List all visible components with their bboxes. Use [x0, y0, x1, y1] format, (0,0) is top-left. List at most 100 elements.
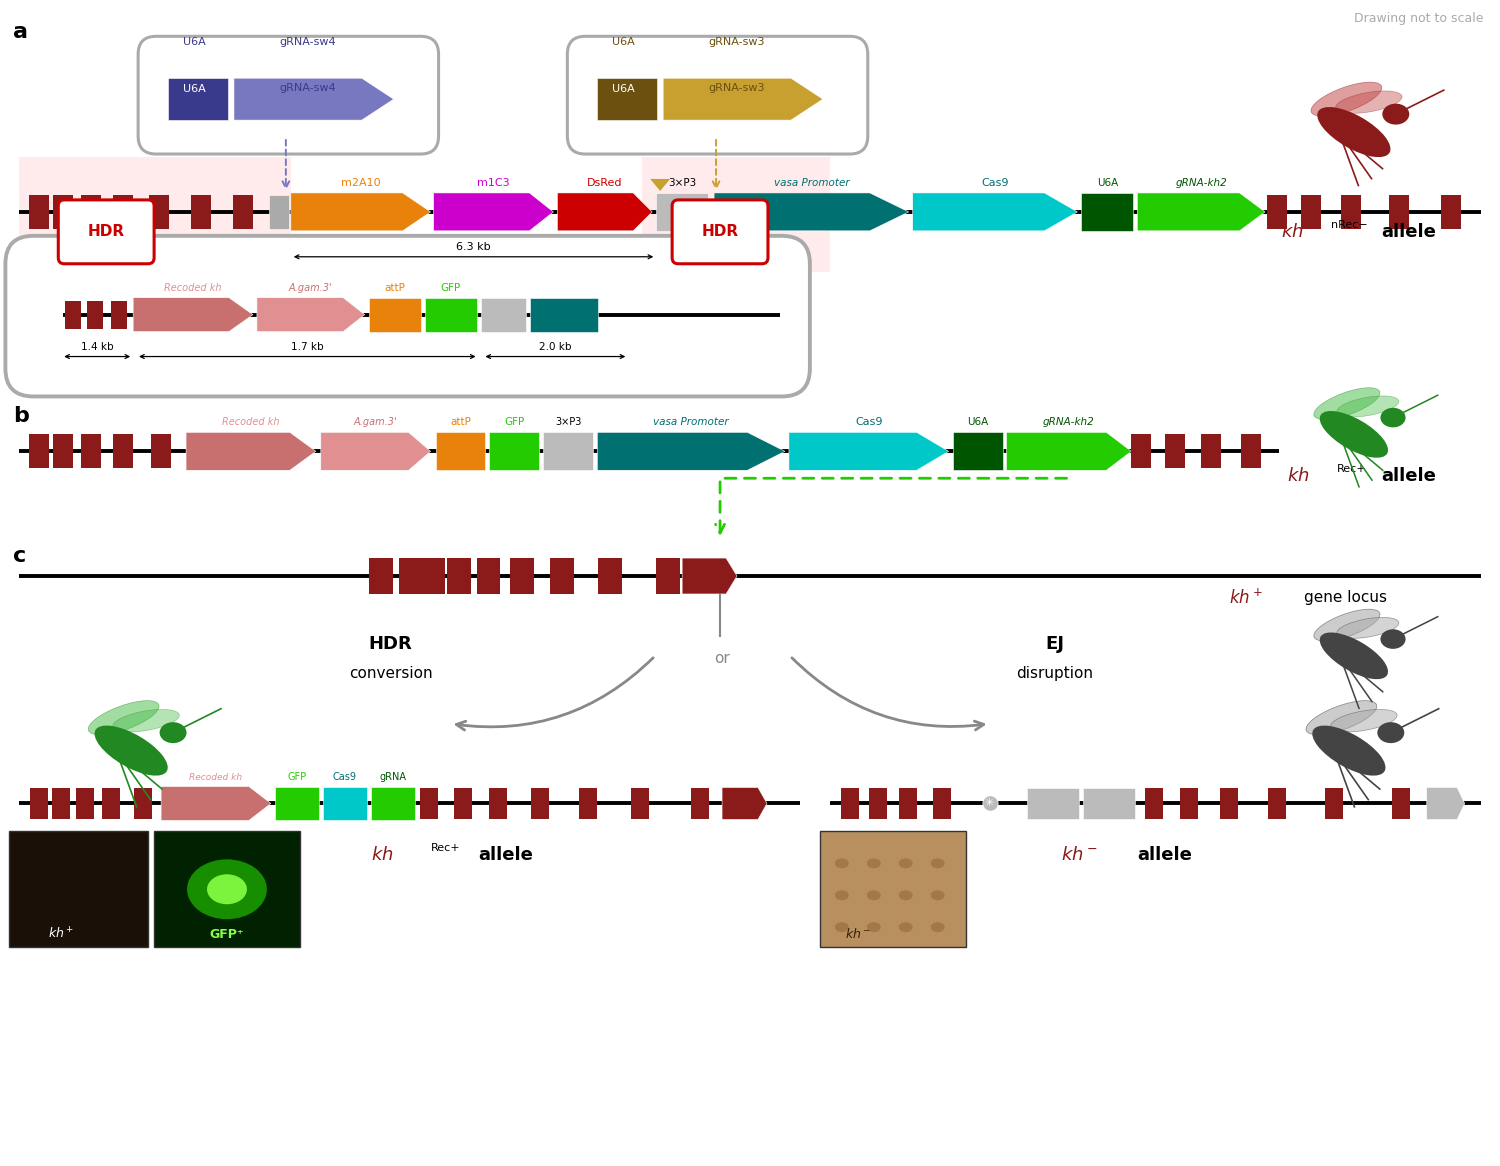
Ellipse shape: [930, 858, 945, 869]
FancyBboxPatch shape: [369, 559, 393, 593]
FancyBboxPatch shape: [1268, 195, 1287, 229]
FancyBboxPatch shape: [1202, 435, 1221, 469]
FancyBboxPatch shape: [1131, 435, 1152, 469]
Text: Recoded kh: Recoded kh: [165, 282, 222, 293]
Text: allele: allele: [478, 847, 534, 864]
Text: A.gam.3': A.gam.3': [290, 282, 333, 293]
FancyBboxPatch shape: [81, 195, 100, 229]
Ellipse shape: [1335, 91, 1402, 113]
FancyBboxPatch shape: [154, 831, 300, 947]
Polygon shape: [789, 433, 948, 470]
FancyBboxPatch shape: [30, 435, 50, 469]
Ellipse shape: [1336, 396, 1400, 417]
Text: Rec+: Rec+: [1336, 464, 1366, 475]
FancyBboxPatch shape: [54, 435, 74, 469]
FancyBboxPatch shape: [6, 236, 810, 396]
Text: 1.7 kb: 1.7 kb: [291, 342, 324, 352]
FancyBboxPatch shape: [111, 301, 128, 329]
FancyBboxPatch shape: [632, 787, 650, 820]
Polygon shape: [160, 787, 272, 821]
Text: GFP: GFP: [441, 282, 460, 293]
Polygon shape: [912, 192, 1077, 231]
Polygon shape: [433, 192, 554, 231]
FancyBboxPatch shape: [232, 195, 254, 229]
Ellipse shape: [1314, 388, 1380, 420]
Text: $kh^-$: $kh^-$: [844, 927, 871, 941]
Polygon shape: [321, 433, 430, 470]
FancyBboxPatch shape: [30, 195, 50, 229]
Text: 1.4 kb: 1.4 kb: [81, 342, 114, 352]
Ellipse shape: [1312, 725, 1386, 775]
FancyBboxPatch shape: [567, 36, 868, 154]
FancyBboxPatch shape: [9, 831, 148, 947]
FancyBboxPatch shape: [369, 297, 420, 331]
Polygon shape: [186, 433, 316, 470]
Text: Drawing not to scale: Drawing not to scale: [1354, 13, 1484, 26]
FancyBboxPatch shape: [1268, 787, 1286, 820]
Ellipse shape: [94, 725, 168, 775]
FancyBboxPatch shape: [952, 433, 1002, 470]
Ellipse shape: [1380, 408, 1406, 428]
FancyBboxPatch shape: [597, 78, 657, 120]
Text: c: c: [13, 546, 27, 566]
Ellipse shape: [898, 922, 912, 932]
Text: 3×P3: 3×P3: [555, 417, 582, 428]
Text: ✳: ✳: [986, 799, 994, 808]
Ellipse shape: [1383, 104, 1410, 125]
Ellipse shape: [867, 922, 880, 932]
Text: allele: allele: [1137, 847, 1192, 864]
Text: $kh^-$: $kh^-$: [1060, 847, 1098, 864]
FancyBboxPatch shape: [30, 787, 48, 820]
FancyBboxPatch shape: [420, 787, 438, 820]
Ellipse shape: [1317, 107, 1390, 157]
Ellipse shape: [1320, 632, 1388, 679]
FancyBboxPatch shape: [1180, 787, 1198, 820]
Ellipse shape: [188, 859, 267, 919]
FancyBboxPatch shape: [66, 301, 81, 329]
FancyBboxPatch shape: [1083, 787, 1136, 820]
Text: U6A: U6A: [612, 84, 634, 94]
FancyBboxPatch shape: [53, 787, 70, 820]
Text: GFP⁺: GFP⁺: [210, 928, 244, 941]
Text: 2.0 kb: 2.0 kb: [538, 342, 572, 352]
FancyBboxPatch shape: [54, 195, 74, 229]
Polygon shape: [558, 192, 652, 231]
FancyBboxPatch shape: [190, 195, 211, 229]
FancyBboxPatch shape: [672, 199, 768, 264]
FancyBboxPatch shape: [656, 559, 680, 593]
FancyBboxPatch shape: [58, 199, 154, 264]
FancyBboxPatch shape: [692, 787, 709, 820]
Polygon shape: [234, 78, 393, 120]
Text: nRec−: nRec−: [1330, 220, 1368, 230]
FancyBboxPatch shape: [435, 433, 486, 470]
FancyBboxPatch shape: [447, 559, 471, 593]
Text: 3×P3: 3×P3: [668, 178, 696, 188]
Text: $kh$: $kh$: [1281, 223, 1304, 241]
FancyBboxPatch shape: [268, 195, 290, 229]
Polygon shape: [722, 787, 766, 820]
FancyBboxPatch shape: [20, 157, 291, 272]
Ellipse shape: [898, 891, 912, 900]
Polygon shape: [1137, 192, 1264, 231]
Text: m1C3: m1C3: [477, 178, 510, 188]
Text: gRNA: gRNA: [380, 772, 406, 781]
Polygon shape: [714, 192, 909, 231]
Ellipse shape: [1314, 609, 1380, 641]
FancyBboxPatch shape: [489, 787, 507, 820]
FancyBboxPatch shape: [531, 787, 549, 820]
Polygon shape: [597, 433, 784, 470]
Ellipse shape: [930, 891, 945, 900]
Text: HDR: HDR: [87, 224, 124, 239]
Text: Cas9: Cas9: [855, 417, 882, 428]
Text: gRNA-sw3: gRNA-sw3: [710, 37, 765, 48]
Text: Rec+: Rec+: [430, 843, 460, 854]
Text: U6A: U6A: [183, 37, 206, 48]
Text: A.gam.3': A.gam.3': [354, 417, 398, 428]
FancyBboxPatch shape: [489, 433, 540, 470]
Text: m2A10: m2A10: [340, 178, 381, 188]
Polygon shape: [1007, 433, 1131, 470]
FancyBboxPatch shape: [1341, 195, 1360, 229]
FancyBboxPatch shape: [102, 787, 120, 820]
FancyBboxPatch shape: [152, 435, 171, 469]
Text: Cas9: Cas9: [981, 178, 1010, 188]
